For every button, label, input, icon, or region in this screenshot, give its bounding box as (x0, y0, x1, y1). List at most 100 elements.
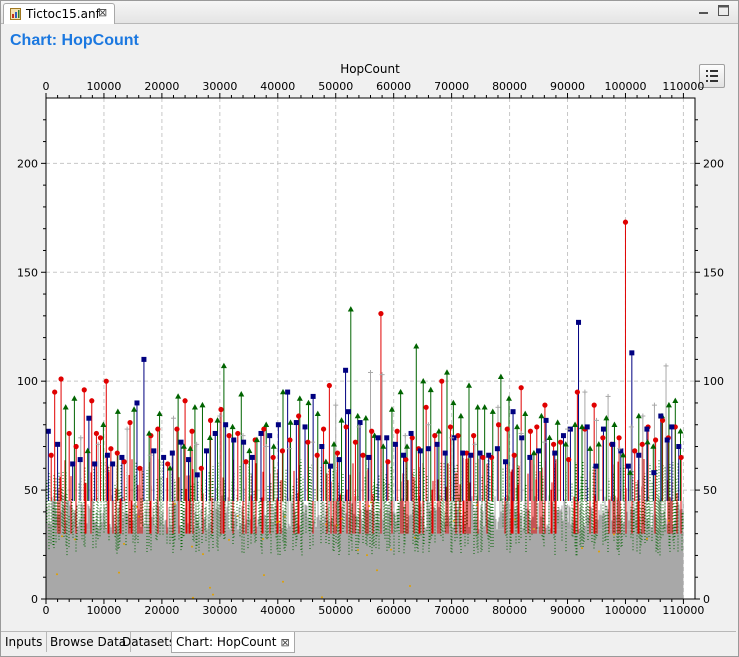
orange-dot (209, 586, 211, 589)
data-point (58, 376, 64, 382)
data-point (413, 343, 420, 349)
data-point (443, 369, 450, 375)
data-point (408, 430, 414, 436)
data-point (538, 412, 545, 419)
data-point (71, 395, 78, 401)
data-point (258, 430, 264, 436)
data-point (156, 410, 163, 417)
data-point (189, 428, 195, 434)
data-point (489, 408, 496, 414)
orange-dot (598, 550, 600, 553)
orange-dot (123, 542, 125, 545)
data-point (616, 435, 622, 441)
data-point (378, 311, 384, 317)
data-point (495, 422, 502, 428)
orange-dot (282, 580, 284, 583)
close-icon[interactable]: ⊠ (98, 6, 108, 19)
data-point (169, 450, 175, 456)
data-point (119, 454, 125, 460)
data-point (420, 377, 427, 384)
orange-dot (228, 538, 230, 541)
minimize-icon[interactable] (697, 4, 710, 17)
data-point (151, 448, 157, 454)
orange-dot (212, 593, 214, 596)
editor-tab[interactable]: Tictoc15.anf ⊠ (3, 3, 115, 24)
data-point (385, 459, 391, 465)
data-point (334, 450, 341, 456)
data-point (320, 426, 327, 432)
data-point (519, 435, 525, 441)
maximize-icon[interactable] (717, 4, 730, 17)
x-tick-label-top: 80000 (492, 80, 527, 93)
data-point (576, 319, 582, 325)
legend-button[interactable] (699, 64, 725, 88)
data-point (328, 463, 334, 469)
data-point (439, 378, 445, 384)
data-point (55, 441, 61, 447)
orange-dot (263, 574, 265, 577)
data-point (261, 426, 267, 432)
data-point (89, 398, 95, 404)
data-point (121, 459, 127, 465)
data-point (494, 446, 500, 452)
tab-browse-data-label: Browse Data (50, 635, 127, 649)
data-point (610, 441, 616, 447)
data-point (659, 417, 666, 423)
dense-band-fill (46, 529, 684, 599)
data-point (165, 461, 171, 467)
chart-title: HopCount (340, 62, 400, 76)
data-point (45, 428, 51, 434)
data-point (235, 430, 241, 437)
legend-list-icon (706, 70, 718, 82)
editor-tab-bar: Tictoc15.anf ⊠ (1, 1, 738, 24)
tab-chart-hopcount[interactable]: Chart: HopCount ⊠ (171, 632, 295, 653)
data-point (343, 367, 349, 373)
chart-page-title: Chart: HopCount (10, 32, 139, 49)
data-point (664, 437, 670, 443)
orange-dot (581, 547, 583, 550)
data-point (287, 437, 293, 443)
tab-browse-data[interactable]: Browse Data (46, 632, 132, 652)
data-point (543, 417, 549, 423)
data-point (618, 448, 624, 454)
data-point (293, 420, 299, 426)
data-point (326, 382, 332, 389)
y-tick-label-left: 100 (17, 375, 38, 388)
orange-dot (56, 573, 58, 576)
data-point (514, 423, 521, 430)
data-point (279, 448, 286, 454)
data-point (93, 430, 100, 437)
orange-dot (118, 571, 120, 574)
data-point (560, 433, 566, 439)
data-point (314, 410, 321, 417)
data-point (474, 404, 481, 410)
tab-inputs-label: Inputs (5, 635, 43, 649)
data-point (347, 306, 354, 312)
x-tick-label-top: 0 (43, 80, 50, 93)
x-tick-label-top: 50000 (318, 80, 353, 93)
data-point (536, 448, 542, 454)
data-point (70, 461, 76, 467)
data-point (404, 443, 411, 449)
data-point (199, 401, 206, 408)
data-point (131, 406, 138, 412)
x-tick-label-bottom: 10000 (86, 604, 121, 617)
data-point (241, 439, 247, 445)
x-tick-label-top: 40000 (260, 80, 295, 93)
data-point (622, 219, 629, 225)
data-point (600, 435, 606, 441)
data-point (253, 436, 260, 443)
data-point (627, 469, 634, 475)
close-icon[interactable]: ⊠ (280, 636, 290, 649)
data-point (212, 430, 218, 436)
data-point (401, 452, 407, 458)
data-point (584, 424, 590, 430)
data-point (305, 399, 312, 406)
data-point (651, 470, 657, 476)
tab-inputs[interactable]: Inputs (1, 632, 48, 652)
x-tick-label-bottom: 90000 (550, 604, 585, 617)
data-point (450, 399, 457, 406)
y-tick-label-left: 0 (31, 593, 38, 606)
data-point (468, 452, 474, 458)
